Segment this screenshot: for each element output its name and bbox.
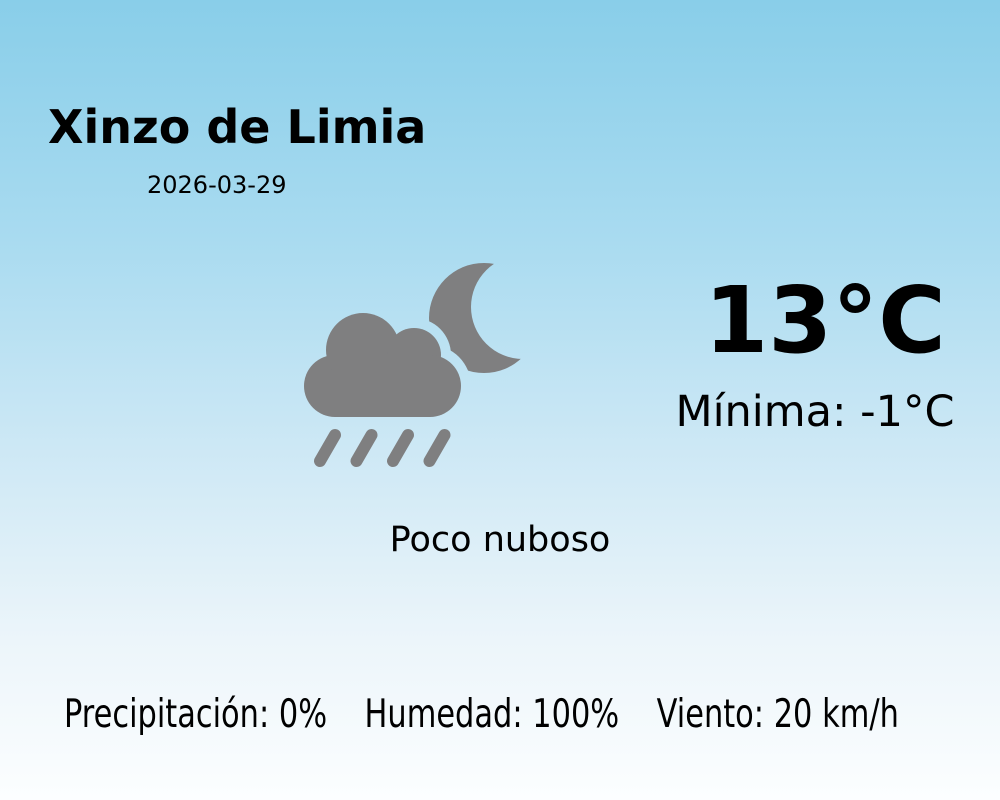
cloud-moon-rain-icon bbox=[304, 263, 539, 467]
minimum-temperature: Mínima: -1°C bbox=[675, 387, 955, 437]
location-title: Xinzo de Limia bbox=[48, 100, 427, 154]
moon-shape bbox=[429, 263, 539, 373]
stats-row: Precipitación: 0% Humedad: 100% Viento: … bbox=[64, 695, 899, 734]
stat-precipitation: Precipitación: 0% bbox=[64, 692, 328, 737]
date-label: 2026-03-29 bbox=[147, 171, 287, 199]
condition-text: Poco nuboso bbox=[389, 520, 611, 560]
rain-dashes bbox=[314, 429, 451, 467]
stat-humidity: Humedad: 100% bbox=[364, 692, 620, 737]
stat-wind: Viento: 20 km/h bbox=[656, 692, 899, 737]
cloud-shape bbox=[304, 313, 461, 417]
temperature-value: 13°C bbox=[704, 267, 946, 374]
